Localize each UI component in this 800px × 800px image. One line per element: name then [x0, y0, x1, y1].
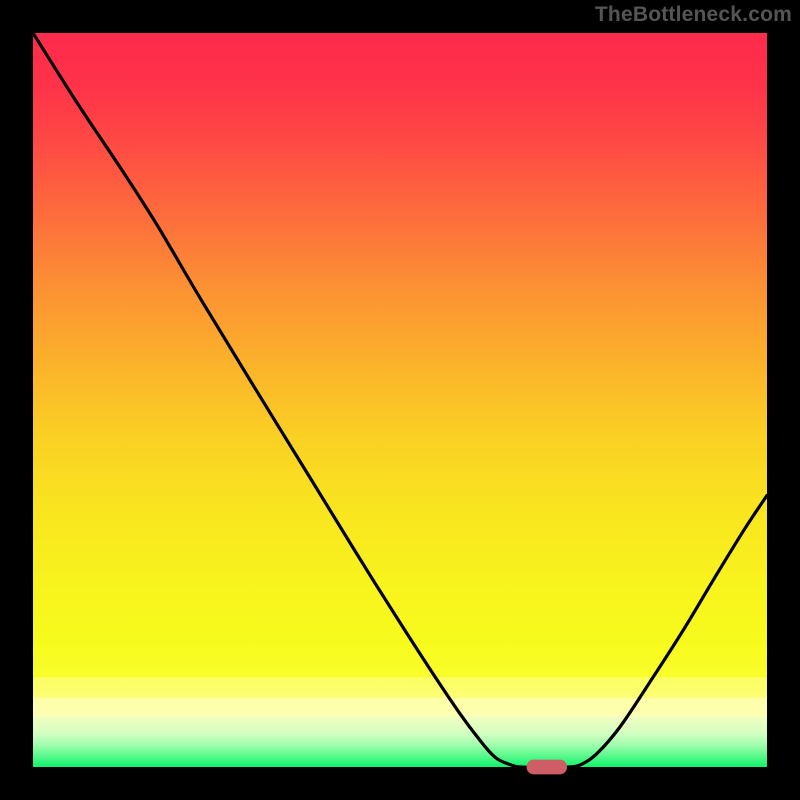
chart-container: TheBottleneck.com: [0, 0, 800, 800]
optimal-marker: [527, 760, 567, 775]
bottleneck-chart: [0, 0, 800, 800]
gradient-background: [33, 33, 767, 767]
watermark-text: TheBottleneck.com: [595, 3, 792, 27]
